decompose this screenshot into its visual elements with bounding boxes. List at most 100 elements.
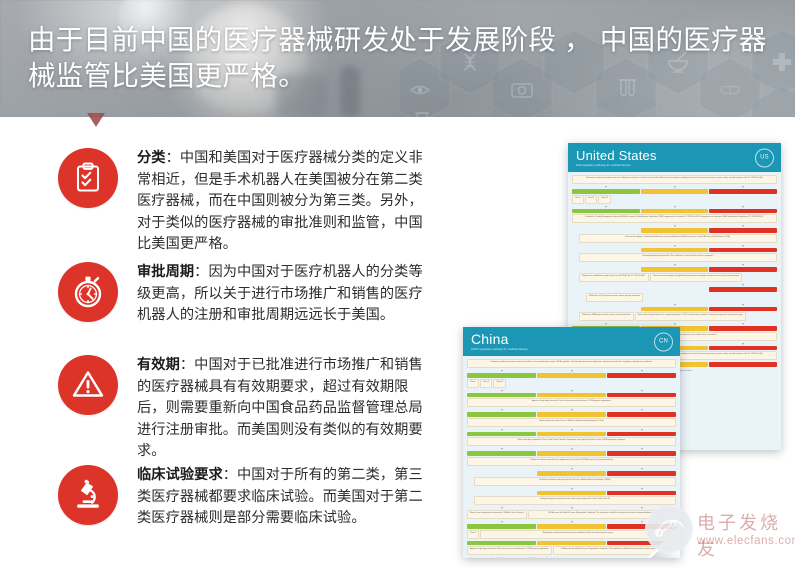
flow-step: Obtain product test report from a CFDA-a… — [467, 417, 676, 427]
flow-step-row: Premarket Approval required for Class II… — [572, 253, 777, 263]
flow-arrows — [572, 283, 777, 287]
page-title: 由于目前中国的医疗器械研发处于发展阶段 ， 中国的医疗器械监管比美国更严格。 — [28, 24, 767, 91]
country-badge-cn: CN — [654, 332, 673, 351]
document-subtitle: FDA regulatory pathway for medical devic… — [576, 164, 631, 167]
flow-step: Appoint a legal agent located in China f… — [467, 546, 553, 556]
flow-bars — [467, 431, 676, 437]
flow-bar — [537, 470, 606, 476]
flow-bars — [467, 524, 676, 529]
warning-triangle-icon — [58, 355, 118, 415]
watermark: 电子发烧友 www.elecfans.com — [645, 503, 795, 565]
flow-bar — [537, 431, 606, 437]
flow-step: Appoint a legal agent located in China f… — [467, 398, 676, 408]
document-title: United States — [576, 148, 657, 163]
flow-bars — [572, 208, 778, 214]
flow-arrows — [467, 467, 676, 471]
flow-bar — [572, 208, 640, 214]
flow-arrows — [467, 428, 676, 432]
microscope-icon — [58, 465, 118, 525]
class-label: Class III — [598, 194, 611, 204]
eye-icon — [409, 85, 431, 95]
medical-cross-icon — [773, 53, 791, 71]
flow-step-row: Register the establishment and list devi… — [572, 272, 777, 282]
class-label: Class II — [479, 378, 493, 388]
flow-step: FDA issues 510(k) clearance letter, devi… — [586, 292, 643, 302]
flow-bars — [572, 247, 778, 253]
class-bar-3 — [607, 373, 676, 378]
flow-step-row: FDA issues PMA approval order, device ma… — [572, 312, 777, 322]
flow-bars — [572, 228, 778, 233]
flow-step: Register the establishment and list devi… — [579, 272, 649, 282]
document-subtitle: CFDA regulatory pathway for medical devi… — [471, 348, 528, 351]
flow-bar — [537, 392, 606, 398]
flow-bar — [467, 540, 536, 546]
banner-blur-shape — [118, 0, 194, 58]
flow-step: Clinical trial data required for Class I… — [467, 437, 676, 447]
flow-bar — [709, 208, 778, 214]
flow-bar — [640, 306, 709, 312]
flow-intro: Determine whether the product meets the … — [572, 175, 777, 184]
flow-bar — [709, 326, 778, 331]
list-item-text: 有效期：中国对于已批准进行市场推广和销售的医疗器械具有有效期要求，超过有效期限后… — [137, 355, 424, 463]
flow-step-row: FDA issues 510(k) clearance letter, devi… — [572, 292, 777, 302]
flow-bars — [572, 306, 778, 312]
flow-bar — [607, 431, 676, 437]
flow-bar — [709, 306, 778, 312]
document-china[interactable]: China CFDA regulatory pathway for medica… — [463, 327, 680, 558]
country-badge-us: US — [755, 148, 774, 167]
class-label: Class III — [493, 378, 506, 388]
list-item-body: ：中国对于已批准进行市场推广和销售的医疗器械具有有效期要求，超过有效期限后，则需… — [137, 357, 423, 459]
flow-bar — [709, 267, 778, 272]
document-header: China CFDA regulatory pathway for medica… — [463, 327, 680, 356]
camera-icon — [511, 83, 533, 98]
flow-step: Filing / record submission to provincial… — [467, 510, 528, 520]
flow-bar — [709, 345, 778, 351]
flow-bar-empty — [467, 471, 536, 476]
flow-step: The device must comply with applicable p… — [649, 272, 742, 282]
flow-arrows — [572, 323, 777, 326]
flow-bar-empty — [572, 287, 640, 292]
flow-bar-empty — [572, 228, 640, 233]
flow-bar — [607, 490, 676, 496]
class-bar-3 — [709, 189, 778, 194]
flow-arrows — [467, 389, 676, 393]
flow-step-row: Filing / record submission to provincial… — [467, 510, 676, 520]
clipboard-check-icon — [58, 148, 118, 208]
class-bar-1 — [572, 189, 640, 194]
class-bar-2 — [537, 373, 606, 378]
header-banner: 由于目前中国的医疗器械研发处于发展阶段 ， 中国的医疗器械监管比美国更严格。 — [0, 0, 795, 117]
flow-arrows — [467, 409, 676, 412]
flow-bar — [640, 267, 709, 272]
document-page: China CFDA regulatory pathway for medica… — [463, 327, 680, 558]
class-bar-1 — [467, 373, 536, 378]
list-item: 审批周期：因为中国对于医疗机器人的分类等级更高，所以关于进行市场推广和销售的医疗… — [58, 262, 424, 327]
class-label: Class II — [584, 194, 598, 204]
watermark-brand: 电子发烧友 — [697, 513, 781, 560]
list-item: 分类：中国和美国对于医疗器械分类的定义非常相近，但是手术机器人在美国被分在第二类… — [58, 148, 424, 256]
list-item-text: 临床试验要求：中国对于所有的第二类，第三类医疗器械都要求临床试验。而美国对于第二… — [137, 465, 424, 530]
list-item-text: 审批周期：因为中国对于医疗机器人的分类等级更高，所以关于进行市场推广和销售的医疗… — [137, 262, 424, 327]
watermark-url: www.elecfans.com — [697, 535, 795, 547]
flow-arrows — [572, 303, 777, 307]
flow-bar — [709, 228, 778, 233]
flow-arrows — [467, 370, 676, 373]
flow-bars — [467, 412, 676, 417]
class-label: Class I — [572, 194, 584, 204]
flow-bar — [537, 524, 606, 529]
flow-bars — [467, 490, 676, 496]
class-header-bars — [467, 373, 676, 378]
flow-bars — [467, 451, 676, 456]
flow-bar — [607, 470, 676, 476]
flow-bar — [640, 208, 709, 214]
flow-arrows — [572, 244, 777, 248]
list-item: 有效期：中国对于已批准进行市场推广和销售的医疗器械具有有效期要求，超过有效期限后… — [58, 355, 424, 463]
list-item-term: 临床试验要求 — [137, 467, 223, 483]
flow-bar — [640, 247, 709, 253]
flow-bars — [467, 392, 676, 398]
class-label: Class I — [467, 378, 479, 388]
dna-icon — [463, 53, 477, 71]
flow-bar — [709, 362, 778, 367]
flow-step-row: Devices that require a Premarket Notific… — [572, 233, 777, 243]
flow-bar — [467, 412, 536, 417]
flow-step: Establish a Quality Management System (Q… — [572, 214, 777, 224]
